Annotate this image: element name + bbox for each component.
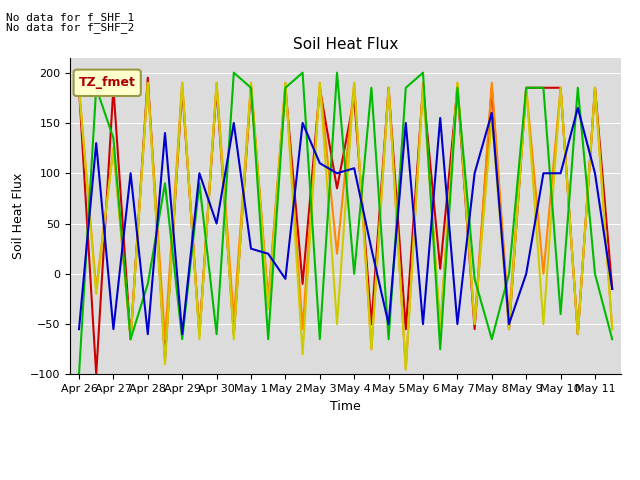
X-axis label: Time: Time (330, 400, 361, 413)
Text: TZ_fmet: TZ_fmet (79, 76, 136, 89)
Text: No data for f_SHF_2: No data for f_SHF_2 (6, 22, 134, 33)
Title: Soil Heat Flux: Soil Heat Flux (293, 37, 398, 52)
Legend: SHF1, SHF2, SHF3, SHF4, SHF5: SHF1, SHF2, SHF3, SHF4, SHF5 (122, 478, 569, 480)
Text: No data for f_SHF_1: No data for f_SHF_1 (6, 12, 134, 23)
Y-axis label: Soil Heat Flux: Soil Heat Flux (12, 173, 25, 259)
